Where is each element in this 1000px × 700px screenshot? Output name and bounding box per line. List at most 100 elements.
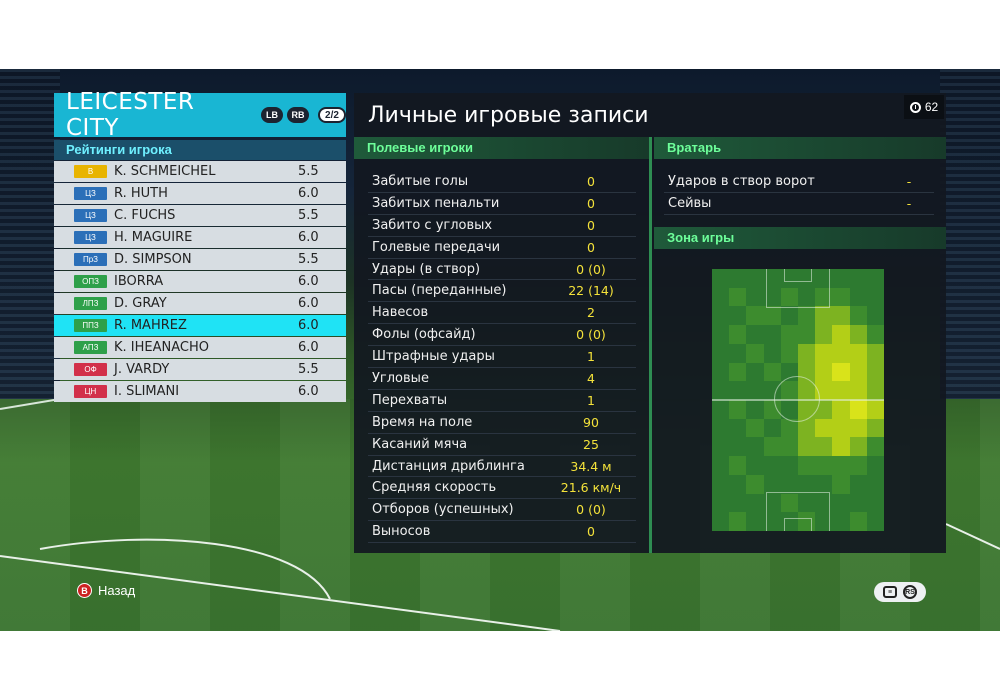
heatmap-cell bbox=[746, 325, 765, 345]
heatmap-cell bbox=[832, 418, 851, 438]
heatmap-cell bbox=[832, 512, 851, 531]
pitch-lines bbox=[0, 398, 1000, 631]
stat-value: 2 bbox=[587, 305, 595, 321]
player-name: D. SIMPSON bbox=[114, 252, 192, 267]
heatmap-cell bbox=[832, 493, 851, 513]
play-zone-heatmap bbox=[712, 269, 884, 531]
stat-label: Навесов bbox=[372, 305, 429, 321]
stat-row: Удары (в створ) 0 (0) bbox=[368, 259, 636, 281]
heatmap-cell bbox=[746, 400, 765, 420]
player-row[interactable]: ЦН I. SLIMANI 6.0 bbox=[54, 381, 346, 402]
records-panel: Личные игровые записи 62 Полевые игроки … bbox=[354, 93, 946, 553]
heatmap-cell bbox=[729, 437, 747, 457]
heatmap-cell bbox=[815, 437, 833, 457]
position-badge: ОПЗ bbox=[74, 275, 107, 288]
stat-row: Перехваты 1 bbox=[368, 390, 636, 412]
gk-stat-label: Ударов в створ ворот bbox=[668, 174, 815, 189]
heatmap-cell bbox=[763, 437, 782, 457]
heatmap-cell bbox=[763, 287, 782, 307]
stat-label: Отборов (успешных) bbox=[372, 502, 514, 518]
stat-label: Дистанция дриблинга bbox=[372, 458, 525, 474]
field-stats-list: Забитые голы 0 Забитых пенальти 0 Забито с у… bbox=[368, 171, 636, 544]
heatmap-cell bbox=[729, 325, 747, 345]
rs-stick-icon: RS bbox=[903, 585, 917, 599]
stat-value: 22 (14) bbox=[568, 283, 614, 299]
goalkeeper-stats-list: Ударов в створ ворот - Сейвы - bbox=[664, 171, 934, 215]
heatmap-cell bbox=[763, 493, 782, 513]
lb-button[interactable]: LB bbox=[261, 107, 283, 123]
stat-row: Голевые передачи 0 bbox=[368, 237, 636, 259]
heatmap-cell bbox=[798, 493, 816, 513]
player-name: H. MAGUIRE bbox=[114, 230, 193, 245]
player-row[interactable]: ЦЗ R. HUTH 6.0 bbox=[54, 183, 346, 204]
stat-label: Время на поле bbox=[372, 414, 473, 430]
player-name: J. VARDY bbox=[114, 362, 170, 377]
position-badge: ЦЗ bbox=[74, 187, 107, 200]
heatmap-cell bbox=[832, 474, 851, 495]
heatmap-cell bbox=[729, 306, 747, 326]
heatmap-cell bbox=[729, 269, 747, 289]
position-badge: ЦЗ bbox=[74, 231, 107, 244]
player-row[interactable]: ОФ J. VARDY 5.5 bbox=[54, 359, 346, 380]
player-rating: 6.0 bbox=[298, 230, 319, 245]
position-badge: ЛПЗ bbox=[74, 297, 107, 310]
back-label: Назад bbox=[98, 583, 136, 598]
heatmap-cell bbox=[780, 306, 799, 326]
heatmap-cell bbox=[832, 456, 851, 476]
stat-row: Забитые голы 0 bbox=[368, 171, 636, 193]
player-rating: 6.0 bbox=[298, 384, 319, 399]
heatmap-cell bbox=[729, 456, 747, 476]
heatmap-cell bbox=[780, 456, 799, 476]
back-button[interactable]: B Назад bbox=[77, 583, 135, 598]
stat-value: 1 bbox=[587, 349, 595, 365]
heatmap-cell bbox=[849, 269, 868, 289]
stat-label: Выносов bbox=[372, 524, 431, 540]
heatmap-cell bbox=[780, 325, 799, 345]
heatmap-cell bbox=[815, 287, 833, 307]
heatmap-cell bbox=[832, 269, 851, 289]
player-row[interactable]: ПрЗ D. SIMPSON 5.5 bbox=[54, 249, 346, 270]
gk-stat-label: Сейвы bbox=[668, 196, 712, 211]
clock-icon bbox=[909, 101, 921, 113]
player-row[interactable]: ЦЗ H. MAGUIRE 6.0 bbox=[54, 227, 346, 248]
heatmap-cell bbox=[763, 456, 782, 476]
player-rating: 5.5 bbox=[298, 208, 319, 223]
team-header: LEICESTER CITY LB RB 2/2 bbox=[54, 89, 346, 141]
options-button[interactable]: ≡ RS bbox=[874, 582, 926, 602]
ratings-title: Рейтинги игрока bbox=[54, 140, 346, 160]
player-row[interactable]: ЛПЗ D. GRAY 6.0 bbox=[54, 293, 346, 314]
heatmap-cell bbox=[849, 287, 868, 307]
heatmap-cell bbox=[780, 418, 799, 438]
heatmap-cell bbox=[849, 456, 868, 476]
player-row[interactable]: В K. SCHMEICHEL 5.5 bbox=[54, 161, 346, 182]
heatmap-cell bbox=[815, 362, 833, 382]
stat-row: Навесов 2 bbox=[368, 302, 636, 325]
heatmap-cell bbox=[815, 512, 833, 531]
heatmap-cell bbox=[729, 400, 747, 420]
heatmap-cell bbox=[763, 269, 782, 289]
stat-value: 25 bbox=[583, 436, 599, 452]
page-title: Личные игровые записи bbox=[368, 103, 649, 128]
heatmap-cell bbox=[798, 287, 816, 307]
heatmap-cell bbox=[763, 362, 782, 382]
heatmap-cell bbox=[866, 306, 884, 326]
stat-value: 0 bbox=[587, 195, 595, 211]
player-row[interactable]: ЦЗ C. FUCHS 5.5 bbox=[54, 205, 346, 226]
heatmap-cell bbox=[746, 381, 765, 401]
rb-button[interactable]: RB bbox=[287, 107, 309, 123]
pitch-marking bbox=[766, 492, 830, 531]
player-rating: 5.5 bbox=[298, 252, 319, 267]
player-row[interactable]: ППЗ R. MAHREZ 6.0 bbox=[54, 315, 346, 336]
heatmap-cell bbox=[866, 418, 884, 438]
heatmap-cell bbox=[780, 493, 799, 513]
player-row[interactable]: АПЗ K. IHEANACHO 6.0 bbox=[54, 337, 346, 358]
stat-value: 0 bbox=[587, 173, 595, 189]
stat-row: Забитых пенальти 0 bbox=[368, 193, 636, 215]
position-badge: АПЗ bbox=[74, 341, 107, 354]
player-row[interactable]: ОПЗ IBORRA 6.0 bbox=[54, 271, 346, 292]
stat-value: 0 bbox=[587, 239, 595, 255]
gk-stat-value: - bbox=[906, 196, 912, 211]
stat-value: 1 bbox=[587, 392, 595, 408]
team-name: LEICESTER CITY bbox=[66, 89, 195, 141]
stat-row: Пасы (переданные) 22 (14) bbox=[368, 280, 636, 303]
